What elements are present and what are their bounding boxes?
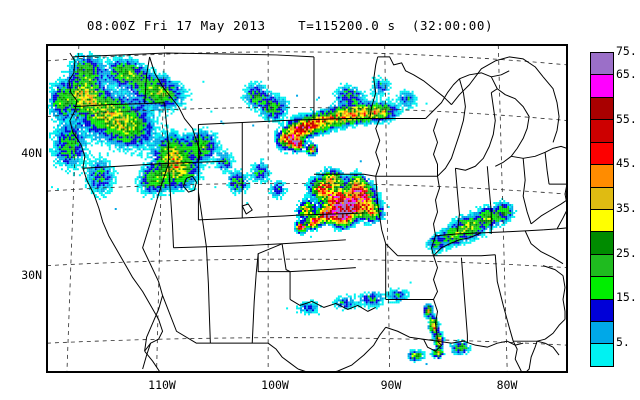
political-boundaries [68, 52, 567, 372]
chart-title: 08:00Z Fri 17 May 2013 T=115200.0 s (32:… [86, 18, 494, 33]
colorbar-segment-8 [591, 232, 613, 255]
colorbar-segment-4 [591, 142, 613, 166]
colorbar-label-55: 55. [616, 112, 637, 126]
colorbar-segment-3 [591, 120, 613, 143]
colorbar-segment-7 [591, 209, 613, 233]
x-axis-tick-110w: 110W [148, 378, 176, 392]
colorbar-label-5: 5. [616, 335, 630, 349]
reflectivity-echo-layer [47, 50, 518, 366]
colorbar-segment-2 [591, 97, 613, 121]
y-axis-tick-40n: 40N [21, 146, 42, 160]
colorbar-segment-5 [591, 165, 613, 188]
x-axis-tick-80w: 80W [496, 378, 518, 392]
graticule [47, 45, 567, 372]
colorbar-label-35: 35. [616, 201, 637, 215]
colorbar-segment-10 [591, 277, 613, 300]
y-axis-tick-30n: 30N [21, 268, 42, 282]
colorbar-label-45: 45. [616, 156, 637, 170]
colorbar-segment-12 [591, 322, 613, 345]
colorbar-segment-1 [591, 75, 613, 98]
colorbar-segment-9 [591, 254, 613, 278]
x-axis-tick-90w: 90W [380, 378, 402, 392]
x-axis-tick-100w: 100W [261, 378, 289, 392]
colorbar-label-25: 25. [616, 246, 637, 260]
colorbar-segment-6 [591, 187, 613, 210]
colorbar-segment-13 [591, 344, 613, 366]
colorbar-segment-11 [591, 299, 613, 323]
radar-reflectivity-map [47, 45, 567, 372]
colorbar-segment-0 [591, 53, 613, 76]
colorbar-label-65: 65. [616, 67, 637, 81]
colorbar-label-75: 75. [616, 44, 637, 58]
plot-border [47, 45, 567, 372]
colorbar-label-15: 15. [616, 290, 637, 304]
radar-map-plot-area [46, 44, 568, 373]
reflectivity-colorbar [590, 52, 614, 367]
